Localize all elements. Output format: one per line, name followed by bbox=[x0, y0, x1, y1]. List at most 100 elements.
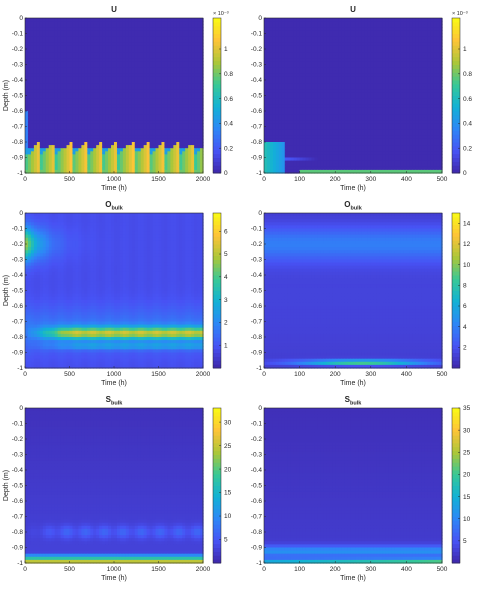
panel2-heat-cell bbox=[367, 89, 372, 93]
panel1-heat-cell bbox=[167, 148, 171, 152]
panel1-heat-cell bbox=[200, 98, 204, 103]
panel1-heat-cell bbox=[134, 33, 139, 38]
panel1-heat-cell bbox=[122, 18, 127, 22]
panel1-heat-cell bbox=[33, 117, 38, 121]
panel1-heat-cell bbox=[137, 45, 142, 50]
panel1-heat-cell bbox=[72, 145, 77, 149]
panel1-heat-cell bbox=[116, 42, 121, 47]
panel2-heat-cell bbox=[296, 92, 301, 97]
panel2-heat-cell bbox=[335, 21, 339, 25]
panel1-heat-cell bbox=[84, 142, 88, 146]
panel2-heat-cell bbox=[320, 86, 324, 90]
panel2-heat-cell bbox=[323, 80, 327, 84]
panel2-heat-cell bbox=[329, 89, 333, 93]
panel1-heat-cell bbox=[182, 169, 186, 174]
panel1-heat-cell bbox=[72, 83, 77, 87]
panel1-heat-cell bbox=[167, 39, 171, 44]
panel1-heat-cell bbox=[108, 107, 112, 112]
panel2-heat-cell bbox=[332, 92, 336, 97]
panel1-heat-cell bbox=[111, 114, 115, 118]
panel2-heat-cell bbox=[391, 18, 396, 22]
panel2-heat-cell bbox=[353, 30, 357, 35]
panel2-heat-cell bbox=[361, 92, 366, 97]
panel2-heat-cell bbox=[275, 64, 280, 69]
panel1-heat-cell bbox=[119, 107, 124, 112]
panel1-heat-cell bbox=[116, 129, 121, 134]
panel1-heat-cell bbox=[122, 24, 127, 28]
panel1-heat-cell bbox=[111, 154, 115, 159]
panel1-heat-cell bbox=[149, 148, 154, 152]
panel2-heat-cell bbox=[296, 24, 301, 28]
panel1-heat-cell bbox=[114, 55, 118, 59]
panel1-heat-cell bbox=[119, 33, 124, 38]
panel2-heat-cell bbox=[293, 73, 298, 78]
panel1-heat-cell bbox=[108, 30, 112, 35]
panel2-heat-cell bbox=[341, 39, 345, 44]
panel1-heat-cell bbox=[111, 70, 115, 75]
panel1-heat-cell bbox=[146, 135, 151, 140]
panel2-heat-cell bbox=[391, 30, 396, 35]
panel1-heat-cell bbox=[164, 101, 168, 106]
panel2-heat-cell bbox=[311, 49, 316, 53]
panel1-heat-cell bbox=[191, 86, 195, 90]
panel2-heat-cell bbox=[439, 21, 443, 25]
panel2-heat-cell bbox=[311, 86, 316, 90]
panel2-heat-cell bbox=[427, 89, 431, 93]
panel2-heat-cell bbox=[296, 95, 301, 100]
panel1-heat-cell bbox=[90, 55, 94, 59]
panel2-heat-cell bbox=[403, 58, 407, 62]
panel1-heat-cell bbox=[164, 132, 168, 137]
panel2-heat-cell bbox=[412, 45, 416, 50]
panel1-heat-cell bbox=[57, 117, 62, 121]
panel2-heat-cell bbox=[433, 52, 437, 56]
panel2-heat-cell bbox=[338, 58, 342, 62]
panel1-heat-cell bbox=[39, 160, 44, 165]
panel2-heat-cell bbox=[361, 83, 366, 87]
panel1-heat-cell bbox=[75, 36, 79, 41]
panel1-heat-cell bbox=[188, 157, 192, 162]
panel2-heat-cell bbox=[412, 27, 416, 31]
panel1-heat-cell bbox=[128, 73, 133, 78]
panel2-heat-cell bbox=[296, 73, 301, 78]
panel1-heat-cell bbox=[66, 142, 71, 146]
panel1-heat-cell bbox=[194, 73, 198, 78]
panel1-heat-cell bbox=[128, 114, 133, 118]
panel1-heat-cell bbox=[102, 83, 106, 87]
panel2-heat-cell bbox=[385, 36, 390, 41]
panel1-heat-cell bbox=[167, 123, 171, 128]
panel2-heat-cell bbox=[281, 18, 286, 22]
panel2-heat-cell bbox=[403, 33, 407, 38]
panel1-heat-cell bbox=[54, 36, 59, 41]
panel1-heat-cell bbox=[33, 151, 38, 155]
panel2-heat-cell bbox=[436, 49, 440, 53]
panel1-heat-cell bbox=[111, 145, 115, 149]
panel2-heat-cell bbox=[311, 76, 316, 81]
panel1-heat-cell bbox=[143, 132, 148, 137]
panel1-heat-cell bbox=[197, 49, 201, 53]
panel2-heat-cell bbox=[332, 86, 336, 90]
panel1-heat-cell bbox=[140, 89, 145, 93]
panel1-heat-cell bbox=[102, 33, 106, 38]
panel2-heat-cell bbox=[281, 24, 286, 28]
panel1-heat-cell bbox=[116, 132, 121, 137]
panel2-heat-cell bbox=[361, 76, 366, 81]
panel1-heat-cell bbox=[72, 132, 77, 137]
panel1-heat-cell bbox=[149, 95, 154, 100]
panel1-heat-cell bbox=[27, 107, 32, 112]
panel2-heat-cell bbox=[358, 39, 363, 44]
panel1-heat-cell bbox=[87, 33, 91, 38]
panel1-heat-cell bbox=[128, 42, 133, 47]
panel1-heat-cell bbox=[116, 142, 121, 146]
panel1-heat-cell bbox=[78, 148, 82, 152]
panel2-heat-cell bbox=[388, 76, 393, 81]
panel2-heat-cell bbox=[379, 21, 384, 25]
panel2-heat-cell bbox=[293, 55, 298, 59]
panel1-heat-cell bbox=[36, 142, 41, 146]
panel2-heat-cell bbox=[281, 36, 286, 41]
panel1-heat-cell bbox=[48, 111, 53, 115]
panel2-heat-cell bbox=[320, 73, 324, 78]
panel2-heat-cell bbox=[355, 64, 360, 69]
panel1-heat-cell bbox=[164, 76, 168, 81]
panel2-heat-cell bbox=[403, 24, 407, 28]
panel1-heat-cell bbox=[137, 154, 142, 159]
